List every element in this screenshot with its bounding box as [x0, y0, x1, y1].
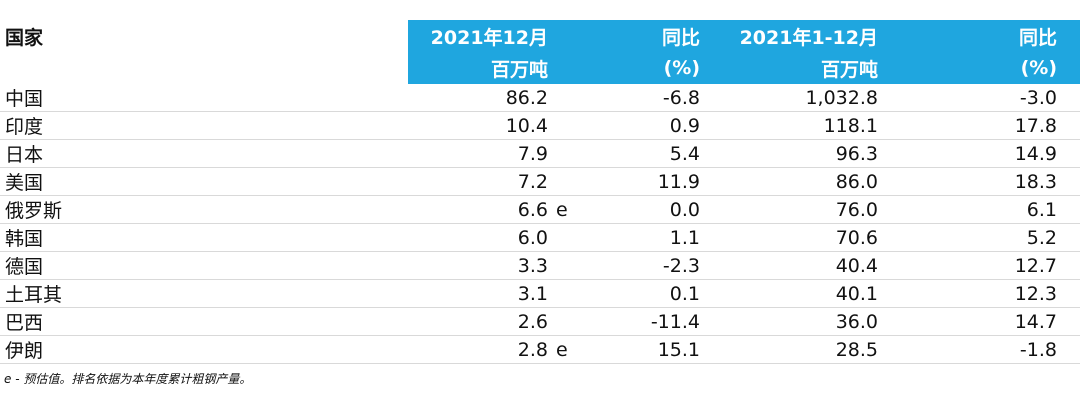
row-spacer [1057, 279, 1080, 308]
column-header: 同比 [570, 20, 700, 52]
cell: 76.0 [700, 195, 878, 224]
cell: 2.8 [408, 335, 548, 364]
cell: 1,032.8 [700, 84, 878, 112]
cell: 3.1 [408, 279, 548, 308]
cell: 0.9 [570, 111, 700, 140]
country: 韩国 [0, 223, 408, 252]
cell: 11.9 [570, 167, 700, 196]
estimate-note [548, 251, 570, 280]
column-header: 同比 [878, 20, 1057, 52]
row-spacer [1057, 307, 1080, 336]
cell: 96.3 [700, 139, 878, 168]
cell: 7.2 [408, 167, 548, 196]
cell: 12.7 [878, 251, 1057, 280]
country: 巴西 [0, 307, 408, 336]
table-row: 德国 3.3 -2.3 40.4 12.7 [0, 251, 1080, 280]
table-row: 中国 86.2 -6.8 1,032.8 -3.0 [0, 84, 1080, 112]
estimate-note [548, 279, 570, 308]
cell: 5.2 [878, 223, 1057, 252]
cell: 70.6 [700, 223, 878, 252]
cell: -11.4 [570, 307, 700, 336]
cell: 3.3 [408, 251, 548, 280]
estimate-note [548, 307, 570, 336]
row-spacer [1057, 111, 1080, 140]
cell: 14.9 [878, 139, 1057, 168]
cell: 118.1 [700, 111, 878, 140]
country-header: 国家 [5, 26, 44, 49]
country: 美国 [0, 167, 408, 196]
table-row: 韩国 6.0 1.1 70.6 5.2 [0, 223, 1080, 252]
data-table: 国家 2021年12月 同比 2021年1-12月 同比 百万吨 (%) 百万吨 (%) 中… [0, 20, 1080, 364]
header-spacer [548, 52, 570, 84]
cell: 6.1 [878, 195, 1057, 224]
cell: -2.3 [570, 251, 700, 280]
country: 中国 [0, 84, 408, 112]
cell: 10.4 [408, 111, 548, 140]
footnote: e - 预估值。排名依据为本年度累计粗钢产量。 [4, 372, 252, 386]
table-row: 土耳其 3.1 0.1 40.1 12.3 [0, 279, 1080, 308]
table-row: 俄罗斯 6.6 e 0.0 76.0 6.1 [0, 195, 1080, 224]
row-spacer [1057, 84, 1080, 112]
cell: 6.0 [408, 223, 548, 252]
header-spacer [1057, 20, 1080, 52]
cell: 7.9 [408, 139, 548, 168]
cell: 18.3 [878, 167, 1057, 196]
row-spacer [1057, 251, 1080, 280]
cell: 15.1 [570, 335, 700, 364]
cell: 12.3 [878, 279, 1057, 308]
estimate-note [548, 167, 570, 196]
country: 德国 [0, 251, 408, 280]
column-header: (%) [878, 52, 1057, 84]
estimate-note [548, 111, 570, 140]
cell: 36.0 [700, 307, 878, 336]
cell: -1.8 [878, 335, 1057, 364]
cell: 40.4 [700, 251, 878, 280]
estimate-note [548, 139, 570, 168]
column-header: 百万吨 [700, 52, 878, 84]
column-header: (%) [570, 52, 700, 84]
header-spacer [548, 20, 570, 52]
cell: 28.5 [700, 335, 878, 364]
cell: 86.0 [700, 167, 878, 196]
header-spacer [1057, 52, 1080, 84]
country: 伊朗 [0, 335, 408, 364]
table-row: 巴西 2.6 -11.4 36.0 14.7 [0, 307, 1080, 336]
country: 俄罗斯 [0, 195, 408, 224]
cell: -3.0 [878, 84, 1057, 112]
country: 印度 [0, 111, 408, 140]
column-header: 2021年1-12月 [700, 20, 878, 52]
column-header: 2021年12月 [408, 20, 548, 52]
row-spacer [1057, 223, 1080, 252]
cell: 86.2 [408, 84, 548, 112]
column-header: 百万吨 [408, 52, 548, 84]
estimate-note: e [548, 195, 570, 224]
cell: 14.7 [878, 307, 1057, 336]
table-row: 伊朗 2.8 e 15.1 28.5 -1.8 [0, 335, 1080, 364]
cell: 6.6 [408, 195, 548, 224]
cell: 17.8 [878, 111, 1057, 140]
cell: 0.0 [570, 195, 700, 224]
table-row: 美国 7.2 11.9 86.0 18.3 [0, 167, 1080, 196]
table-row: 印度 10.4 0.9 118.1 17.8 [0, 111, 1080, 140]
row-spacer [1057, 167, 1080, 196]
table-row: 日本 7.9 5.4 96.3 14.9 [0, 139, 1080, 168]
cell: 2.6 [408, 307, 548, 336]
estimate-note [548, 84, 570, 112]
cell: -6.8 [570, 84, 700, 112]
estimate-note: e [548, 335, 570, 364]
country: 土耳其 [0, 279, 408, 308]
row-spacer [1057, 139, 1080, 168]
cell: 0.1 [570, 279, 700, 308]
cell: 1.1 [570, 223, 700, 252]
country: 日本 [0, 139, 408, 168]
cell: 40.1 [700, 279, 878, 308]
cell: 5.4 [570, 139, 700, 168]
estimate-note [548, 223, 570, 252]
row-spacer [1057, 195, 1080, 224]
row-spacer [1057, 335, 1080, 364]
